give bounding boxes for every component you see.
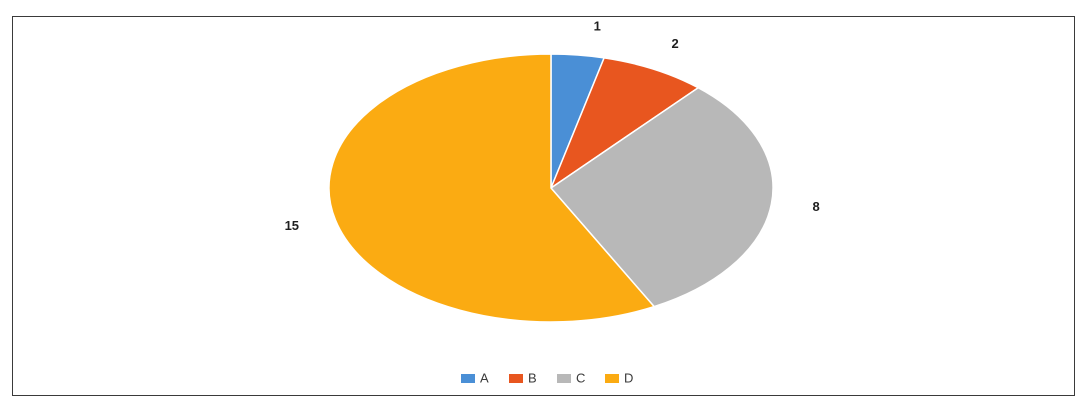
pie-slice-c [549,86,774,308]
pie-slices [328,53,774,323]
legend-swatch-c [557,374,571,383]
pie-slice-d [328,53,656,323]
legend-label-d: D [624,370,633,385]
data-label-a: 1 [594,19,601,34]
data-label-d: 15 [285,218,299,233]
data-label-c: 8 [812,199,819,214]
chart-legend: A B C D [461,370,633,385]
legend-swatch-a [461,374,475,383]
legend-label-c: C [576,370,585,385]
pie-data-labels: 1 2 8 15 [285,19,820,234]
data-label-b: 2 [671,36,678,51]
pie-slice-b [549,57,700,191]
legend-label-a: A [480,370,489,385]
legend-swatch-b [509,374,523,383]
legend-swatch-d [605,374,619,383]
legend-label-b: B [528,370,537,385]
